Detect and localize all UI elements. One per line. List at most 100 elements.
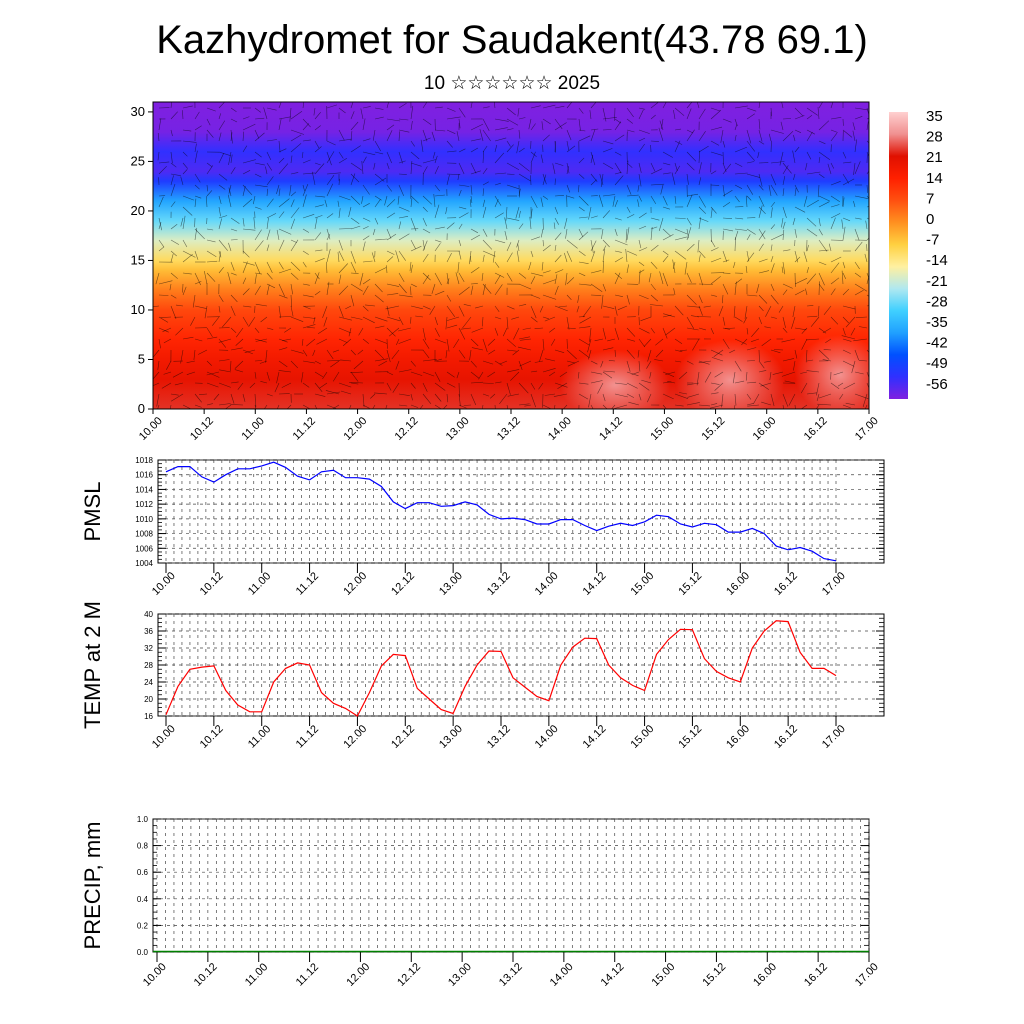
wind-arrow <box>530 208 533 219</box>
wind-arrow <box>153 349 160 358</box>
wind-arrow <box>227 194 232 208</box>
wind-arrow <box>482 250 496 257</box>
wind-arrow <box>206 327 213 338</box>
wind-arrow <box>494 182 501 186</box>
wind-arrow <box>422 371 435 377</box>
wind-arrow <box>698 150 700 164</box>
wind-arrow <box>446 382 456 388</box>
wind-arrow <box>854 349 859 361</box>
wind-arrow <box>182 140 197 143</box>
wind-arrow <box>235 338 244 346</box>
wind-arrow <box>761 338 772 347</box>
wind-arrow <box>733 404 736 409</box>
wind-arrow <box>714 382 724 391</box>
wind-arrow <box>746 252 755 263</box>
wind-arrow <box>542 316 549 320</box>
wind-arrow <box>266 371 270 381</box>
wind-arrow <box>788 393 796 406</box>
wind-arrow <box>722 283 729 295</box>
wind-arrow <box>254 240 264 252</box>
wind-arrow <box>230 294 238 303</box>
wind-arrow <box>607 338 616 342</box>
wind-arrow <box>662 172 671 175</box>
wind-arrow <box>302 316 316 319</box>
wind-arrow <box>614 393 628 398</box>
wind-arrow <box>482 254 485 263</box>
wind-arrow <box>745 371 748 381</box>
wind-arrow <box>558 305 568 308</box>
wind-arrow <box>794 187 797 197</box>
wind-arrow <box>218 132 222 142</box>
wind-arrow <box>218 195 222 204</box>
wind-arrow <box>175 304 184 307</box>
wind-arrow <box>566 195 575 199</box>
wind-arrow <box>266 107 277 111</box>
wind-arrow <box>353 360 364 370</box>
wind-arrow <box>313 107 316 116</box>
wind-arrow <box>554 305 568 312</box>
wind-arrow <box>662 228 671 237</box>
wind-arrow <box>422 137 431 142</box>
colorbar-label: 21 <box>926 149 943 166</box>
wind-arrow <box>614 228 618 236</box>
wind-arrow <box>806 151 812 160</box>
wind-arrow <box>230 393 235 404</box>
wind-arrow <box>289 184 292 196</box>
wind-arrow <box>698 294 703 304</box>
series-line <box>165 620 837 717</box>
chart-subtitle: 10 ☆☆☆☆☆☆ 2025 <box>423 73 601 94</box>
wind-arrow <box>314 217 318 230</box>
wind-arrow <box>218 267 224 274</box>
wind-arrow <box>714 371 724 378</box>
wind-arrow <box>302 382 310 388</box>
wind-arrow <box>734 146 748 153</box>
y-tick-label: 36 <box>144 627 153 636</box>
wind-arrow <box>757 151 760 158</box>
wind-arrow <box>410 286 412 296</box>
wind-arrow <box>218 382 231 388</box>
wind-arrow <box>278 370 292 373</box>
wind-arrow <box>362 260 373 263</box>
wind-arrow <box>218 403 231 406</box>
wind-arrow <box>398 233 410 241</box>
wind-arrow <box>518 403 530 406</box>
wind-arrow <box>782 393 789 407</box>
wind-arrow <box>350 250 356 264</box>
wind-arrow <box>506 305 515 310</box>
wind-arrow <box>830 129 838 133</box>
wind-arrow <box>710 206 717 214</box>
wind-arrow <box>482 151 484 164</box>
wind-arrow <box>773 349 784 351</box>
wind-arrow <box>278 261 284 270</box>
wind-arrow <box>734 316 743 322</box>
wind-arrow <box>186 371 196 375</box>
wind-arrow <box>386 250 395 255</box>
wind-arrow <box>290 155 293 164</box>
wind-arrow <box>307 327 316 329</box>
wind-arrow <box>801 338 808 350</box>
wind-arrow <box>482 283 492 294</box>
wind-arrow <box>506 128 514 131</box>
wind-arrow <box>158 327 169 333</box>
wind-arrow <box>852 130 856 142</box>
wind-arrow <box>768 133 772 142</box>
wind-arrow <box>578 349 590 359</box>
wind-arrow <box>734 195 740 203</box>
wind-arrow <box>212 316 220 326</box>
wind-arrow <box>825 338 832 343</box>
wind-arrow <box>722 163 732 175</box>
wind-arrow <box>446 371 455 378</box>
wind-arrow <box>506 272 513 282</box>
wind-arrow <box>866 237 869 241</box>
wind-arrow <box>337 252 340 263</box>
wind-arrow <box>254 151 262 158</box>
wind-arrow <box>602 371 613 379</box>
wind-arrow <box>206 360 212 366</box>
wind-arrow <box>338 316 352 321</box>
wind-arrow <box>338 263 349 274</box>
wind-arrow <box>830 382 840 389</box>
wind-arrow <box>398 129 410 133</box>
wind-arrow <box>770 393 775 407</box>
wind-arrow <box>672 259 676 274</box>
